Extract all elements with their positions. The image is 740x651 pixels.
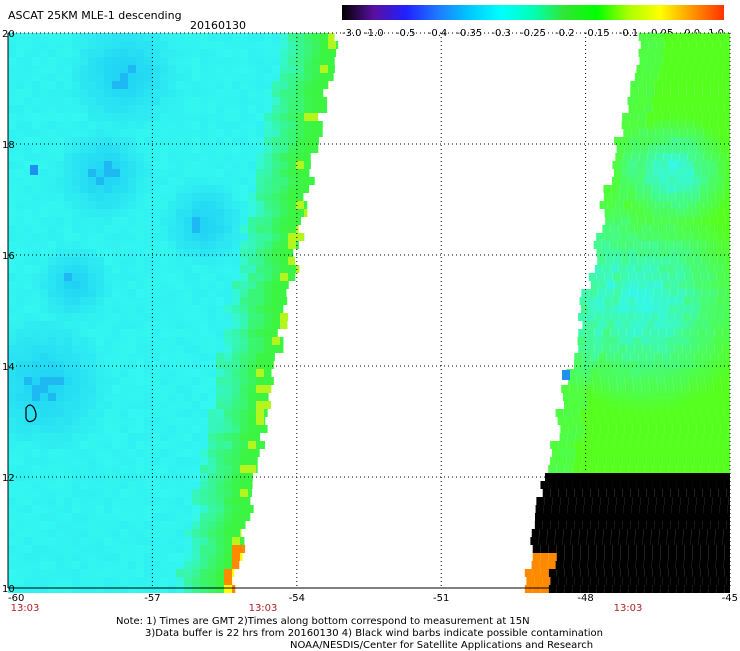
data-cells xyxy=(8,33,730,593)
y-tick-label: 10 xyxy=(2,584,15,595)
x-tick-label: -54 xyxy=(289,593,305,604)
note-line-2: 3)Data buffer is 22 hrs from 20160130 4)… xyxy=(145,628,603,639)
x-tick-label: -51 xyxy=(433,593,449,604)
swath-time-label: 13:03 xyxy=(249,603,278,614)
y-tick-label: 18 xyxy=(2,140,15,151)
blue-pixel xyxy=(30,165,38,175)
x-tick-label: -57 xyxy=(144,593,160,604)
swath-time-label: 13:03 xyxy=(11,603,40,614)
y-tick-label: 16 xyxy=(2,251,15,262)
y-tick-label: 14 xyxy=(2,362,15,373)
y-tick-label: 20 xyxy=(2,29,15,40)
blue-pixel xyxy=(562,370,570,380)
credit-line: NOAA/NESDIS/Center for Satellite Applica… xyxy=(290,640,593,651)
x-tick-label: -48 xyxy=(577,593,593,604)
note-line-1: Note: 1) Times are GMT 2)Times along bot… xyxy=(116,616,530,627)
x-tick-label: -45 xyxy=(722,593,738,604)
swath-time-label: 13:03 xyxy=(614,603,643,614)
y-tick-label: 12 xyxy=(2,473,15,484)
